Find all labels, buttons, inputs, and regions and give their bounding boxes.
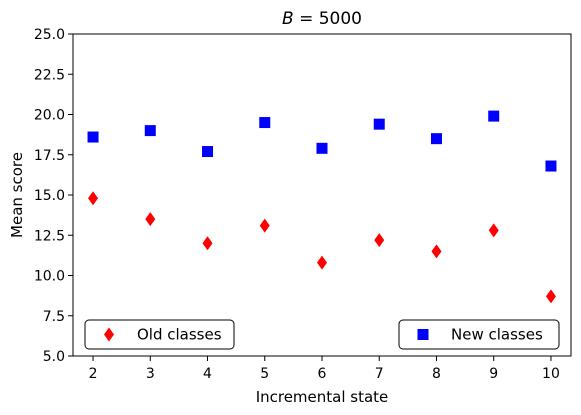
legend-new-marker bbox=[417, 329, 429, 340]
new-classes-point bbox=[259, 117, 271, 129]
new-classes-point bbox=[373, 118, 385, 130]
x-tick-label: 6 bbox=[318, 366, 327, 382]
new-classes-point bbox=[87, 131, 99, 143]
y-tick-label: 5.0 bbox=[43, 349, 65, 365]
legend-new-label: New classes bbox=[451, 326, 543, 344]
x-tick-label: 5 bbox=[260, 366, 269, 382]
old-classes-point bbox=[145, 212, 156, 227]
legend-old-label: Old classes bbox=[137, 326, 222, 344]
old-classes-point bbox=[488, 223, 499, 238]
y-tick-label: 20.0 bbox=[34, 108, 65, 124]
y-axis-label: Mean score bbox=[8, 152, 26, 238]
x-tick-label: 7 bbox=[375, 366, 384, 382]
new-classes-point bbox=[545, 160, 557, 172]
old-classes-point bbox=[88, 191, 99, 206]
x-tick-label: 10 bbox=[542, 366, 560, 382]
old-classes-point bbox=[317, 255, 327, 270]
x-tick-label: 4 bbox=[203, 366, 212, 382]
legend-old-box bbox=[84, 319, 235, 350]
new-classes-point bbox=[488, 110, 500, 122]
chart-title: B = 5000 bbox=[282, 9, 362, 29]
old-classes-point bbox=[374, 233, 385, 248]
plot-frame bbox=[72, 33, 572, 357]
y-tick-label: 25.0 bbox=[34, 27, 65, 43]
old-classes-point bbox=[202, 236, 213, 251]
legend-new-box bbox=[398, 319, 560, 350]
y-tick-label: 17.5 bbox=[34, 148, 65, 164]
x-tick-label: 3 bbox=[146, 366, 155, 382]
y-tick-label: 22.5 bbox=[34, 67, 65, 83]
y-tick-label: 7.5 bbox=[43, 309, 65, 325]
new-classes-point bbox=[144, 125, 156, 137]
y-tick-label: 15.0 bbox=[34, 188, 65, 204]
new-classes-point bbox=[430, 133, 442, 145]
old-classes-point bbox=[431, 244, 442, 259]
x-tick-label: 8 bbox=[432, 366, 441, 382]
plot-area: 2 3 4 5 6 7 8 9 10 5.0 7.5 10.0 12.5 15.0 17.5 20.0 22.5… bbox=[34, 27, 572, 382]
x-tick-label: 2 bbox=[89, 366, 98, 382]
old-classes-point bbox=[545, 289, 556, 304]
legend-old-marker bbox=[104, 327, 114, 342]
old-classes-point bbox=[259, 218, 270, 233]
new-classes-point bbox=[316, 142, 328, 154]
new-classes-point bbox=[202, 146, 214, 158]
y-tick-label: 12.5 bbox=[34, 228, 65, 244]
y-tick-label: 10.0 bbox=[34, 269, 65, 285]
x-tick-label: 9 bbox=[489, 366, 498, 382]
x-axis-label: Incremental state bbox=[256, 388, 389, 406]
